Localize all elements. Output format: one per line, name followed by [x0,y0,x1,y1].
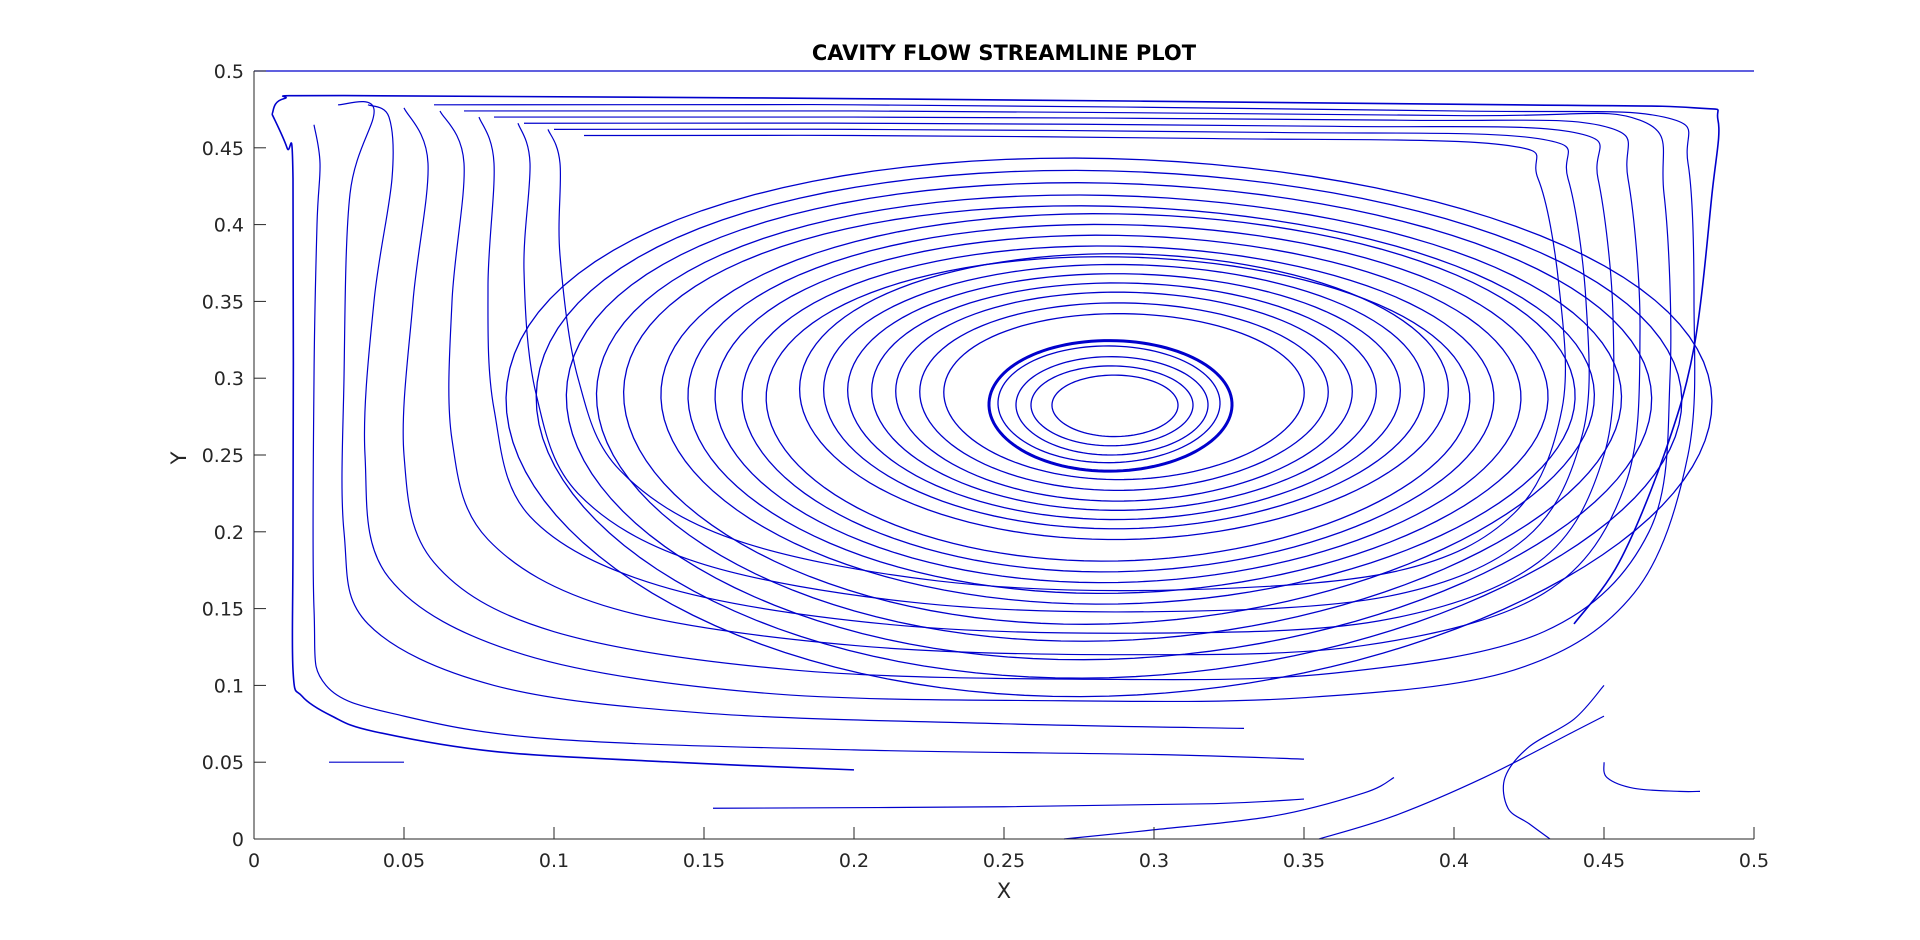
streamline-closed-17 [505,157,1713,698]
x-tick-label: 0 [248,850,260,872]
streamline-open-4 [363,103,1696,703]
x-tick-label: 0.2 [839,850,869,872]
x-tick-label: 0.3 [1139,850,1169,872]
streamline-closed-20 [595,194,1623,642]
y-axis-label: Y [167,451,191,465]
streamline-open-7 [478,116,1615,634]
streamline-closed-1 [997,345,1221,464]
streamline-closed-16 [765,256,1471,562]
x-tick-label: 0.5 [1739,850,1769,872]
streamline-open-14 [1502,685,1605,840]
streamline-closed-5 [798,253,1450,541]
streamline-open-1 [271,113,855,771]
streamline-open-8 [517,123,1590,613]
streamline-closed-14 [714,234,1522,584]
x-tick-label: 0.15 [683,850,725,872]
streamline-open-11 [712,798,1305,809]
streamline-open-9 [547,129,1567,592]
y-tick-label: 0.25 [202,445,244,467]
y-tick-label: 0 [232,829,244,851]
x-tick-label: 0.1 [539,850,569,872]
streamline-closed-21 [622,205,1596,625]
chart-title: CAVITY FLOW STREAMLINE PLOT [812,41,1197,65]
streamline-closed-7 [847,273,1401,521]
streamline-closed-15 [741,245,1495,573]
y-tick-label: 0.1 [214,675,244,697]
streamline-open-0 [271,94,1720,625]
streamline-closed-6 [822,263,1426,530]
streamline-closed-10 [919,302,1329,492]
streamline-open-5 [402,107,1672,681]
x-tick-label: 0.4 [1439,850,1469,872]
streamline-open-15 [1603,762,1701,793]
streamlines-group [254,70,1754,840]
streamline-open-2 [312,124,1305,760]
streamline-closed-18 [535,169,1683,679]
axes-group: 0 0.05 0.1 0.15 0.2 0.25 0.3 0.35 0.4 0.45 0.5 0 0.0… [202,61,1769,872]
streamline-closed-12 [660,213,1576,605]
streamline-open-13 [1318,715,1605,840]
streamline-closed-4 [1051,374,1179,438]
streamline-closed-9 [895,291,1353,502]
x-tick-label: 0.35 [1283,850,1325,872]
streamline-open-3 [337,101,1245,730]
streamline-open-12 [1063,777,1395,840]
y-tick-label: 0.4 [214,215,244,237]
streamline-closed-11 [943,313,1305,481]
y-tick-label: 0.45 [202,138,244,160]
x-tick-label: 0.45 [1583,850,1625,872]
x-axis-label: X [997,879,1011,903]
y-tick-label: 0.5 [214,61,244,83]
y-tick-label: 0.15 [202,599,244,621]
y-tick-label: 0.35 [202,291,244,313]
y-tick-label: 0.3 [214,368,244,390]
y-tick-label: 0.05 [202,752,244,774]
streamline-closed-0 [987,339,1234,473]
x-tick-label: 0.05 [383,850,425,872]
y-tick-label: 0.2 [214,522,244,544]
streamline-closed-13 [687,223,1549,595]
streamline-closed-8 [871,282,1377,511]
streamline-closed-3 [1030,365,1194,447]
streamline-closed-19 [565,182,1653,661]
streamline-closed-2 [1015,356,1209,456]
streamline-open-6 [439,110,1641,656]
x-tick-label: 0.25 [983,850,1025,872]
